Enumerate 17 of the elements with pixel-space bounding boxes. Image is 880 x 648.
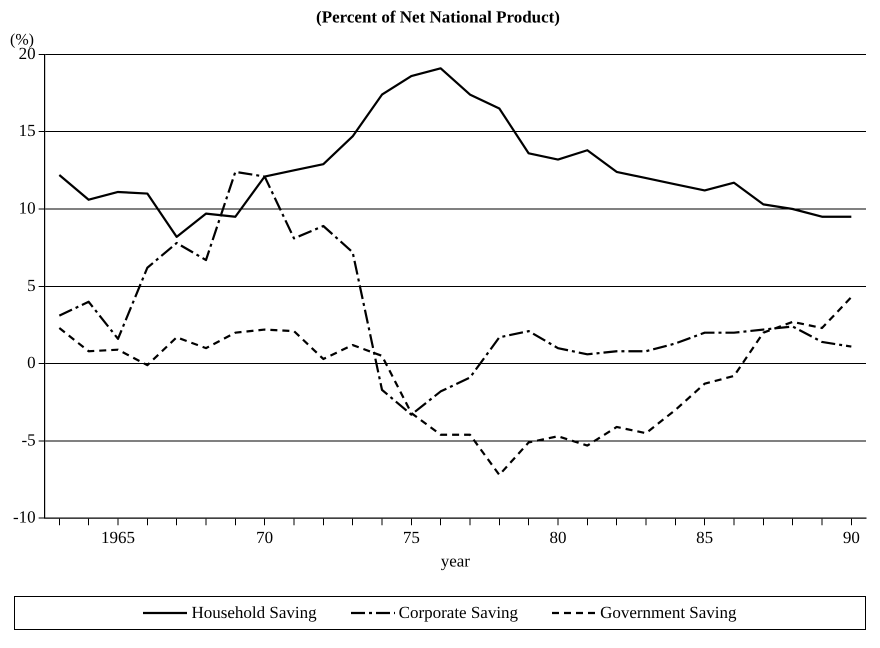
chart-title: (Percent of Net National Product)	[316, 8, 560, 27]
x-tick-label: 75	[402, 528, 420, 547]
legend-label: Household Saving	[191, 603, 317, 623]
x-tick-label: 85	[696, 528, 714, 547]
x-tick-label: 80	[550, 528, 566, 547]
legend-label: Corporate Saving	[398, 603, 518, 623]
y-tick-label: 0	[27, 353, 36, 372]
legend-label: Government Saving	[600, 603, 737, 623]
y-tick-label: 5	[27, 276, 36, 295]
y-tick-label: -10	[12, 508, 36, 527]
x-axis-title: year	[440, 551, 470, 570]
y-tick-label: 15	[18, 121, 36, 140]
x-tick-label: 70	[256, 528, 274, 547]
x-tick-label: 90	[842, 528, 860, 547]
y-tick-label: 10	[18, 198, 36, 218]
y-tick-label: -5	[21, 430, 36, 450]
x-tick-label: 1965	[100, 528, 135, 547]
